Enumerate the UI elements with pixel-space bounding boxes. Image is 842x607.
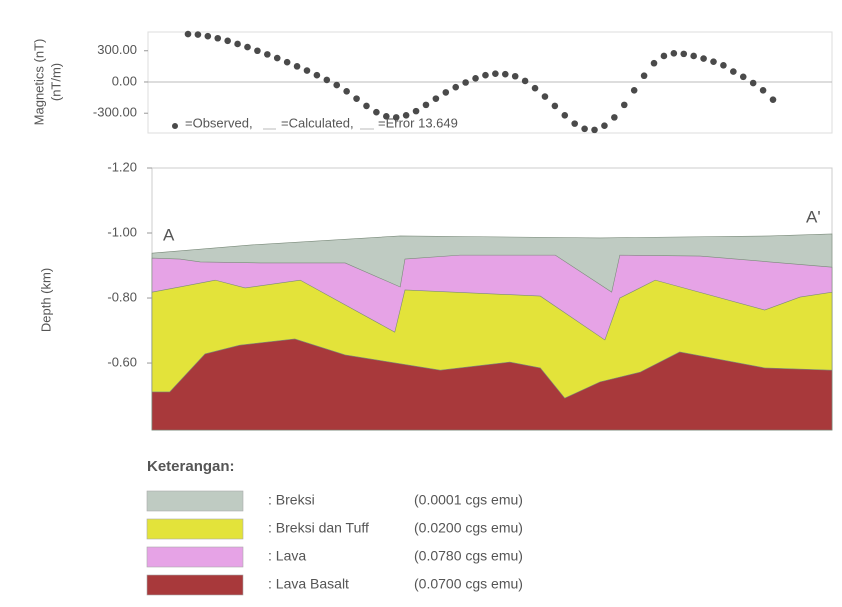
legend-label: : Breksi dan Tuff (268, 520, 369, 536)
magnetics-frame (147, 31, 833, 134)
legend-label: : Lava Basalt (268, 576, 349, 592)
observed-point (283, 58, 291, 66)
y-tick-label: -0.80 (107, 289, 137, 304)
y-axis-label: (nT/m) (48, 63, 63, 101)
observed-point (303, 67, 311, 74)
observed-point (184, 30, 192, 38)
observed-point (194, 31, 202, 38)
observed-point (323, 76, 331, 84)
legend-swatch (146, 518, 244, 540)
legend-label: : Breksi (268, 492, 315, 508)
observed-point (749, 79, 757, 87)
legend-swatch (146, 490, 244, 512)
observed-point (204, 32, 212, 40)
observed-point (670, 50, 678, 57)
observed-point (472, 75, 479, 82)
layer-area (151, 338, 833, 431)
observed-point (759, 87, 767, 94)
observed-point (710, 58, 717, 65)
legend-label: =Observed, (185, 115, 253, 130)
observed-point (591, 126, 598, 134)
observed-point (680, 50, 688, 58)
observed-point (492, 70, 499, 77)
observed-point (571, 120, 578, 127)
observed-point (333, 81, 341, 89)
legend-title: Keterangan: (147, 458, 235, 475)
observed-point (630, 87, 638, 94)
observed-point (620, 101, 628, 109)
legend-swatch (146, 546, 244, 568)
observed-point (442, 89, 450, 96)
observed-point (313, 71, 321, 79)
observed-point (521, 77, 529, 85)
observed-point (769, 96, 777, 103)
observed-point (611, 114, 618, 121)
observed-point (531, 84, 539, 92)
observed-point (363, 102, 370, 110)
y-tick-label: -0.60 (107, 354, 137, 369)
observed-point (422, 101, 430, 109)
observed-point (690, 52, 697, 60)
observed-point (412, 107, 420, 115)
observed-point (660, 52, 668, 60)
legend-note: (0.0700 cgs emu) (414, 576, 523, 592)
observed-point (482, 71, 489, 79)
y-tick-label: 0.00 (112, 73, 137, 88)
y-tick-label: -1.00 (107, 224, 137, 239)
observed-point (650, 59, 658, 67)
legend-swatch (146, 574, 244, 596)
observed-point (501, 70, 509, 78)
y-tick-label: -1.20 (107, 159, 137, 174)
observed-point (244, 43, 251, 51)
observed-point (541, 93, 549, 100)
observed-point (264, 51, 271, 58)
section-end-label: A' (806, 207, 821, 226)
observed-point (432, 95, 440, 102)
observed-point (720, 62, 727, 69)
observed-point (739, 73, 747, 81)
legend-label: =Calculated, (281, 115, 354, 130)
observed-point (640, 72, 648, 80)
legend-label: : Lava (268, 548, 306, 564)
legend-note: (0.0780 cgs emu) (414, 548, 523, 564)
observed-point (273, 54, 281, 62)
observed-point (383, 113, 390, 120)
section-end-label: A (163, 225, 175, 244)
observed-point (581, 125, 588, 133)
observed-point (462, 79, 469, 86)
observed-point (700, 55, 707, 62)
y-tick-label: -300.00 (93, 105, 137, 120)
y-tick-label: 300.00 (97, 42, 137, 57)
y-axis-label: Magnetics (nT) (31, 39, 46, 126)
observed-point (343, 88, 350, 95)
y-axis-label: Depth (km) (38, 268, 53, 332)
observed-point (511, 72, 519, 80)
observed-point (601, 122, 608, 130)
observed-point (551, 102, 559, 110)
observed-point (214, 34, 222, 42)
observed-point (392, 114, 400, 121)
observed-point (561, 111, 569, 119)
observed-point (452, 83, 460, 91)
observed-point (402, 111, 410, 119)
observed-point (234, 40, 241, 48)
observed-point (730, 68, 737, 75)
legend-note: (0.0001 cgs emu) (414, 492, 523, 508)
observed-point (254, 47, 261, 55)
observed-point (353, 95, 360, 102)
observed-point (224, 37, 231, 45)
legend-marker (172, 123, 178, 129)
legend-note: (0.0200 cgs emu) (414, 520, 523, 536)
observed-point (373, 108, 380, 116)
observed-point (293, 63, 301, 70)
legend-label: =Error 13.649 (378, 115, 458, 130)
